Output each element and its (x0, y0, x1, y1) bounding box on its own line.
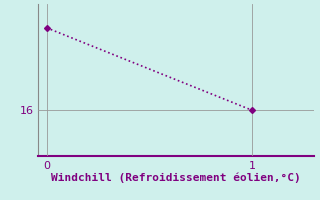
X-axis label: Windchill (Refroidissement éolien,°C): Windchill (Refroidissement éolien,°C) (51, 172, 301, 183)
